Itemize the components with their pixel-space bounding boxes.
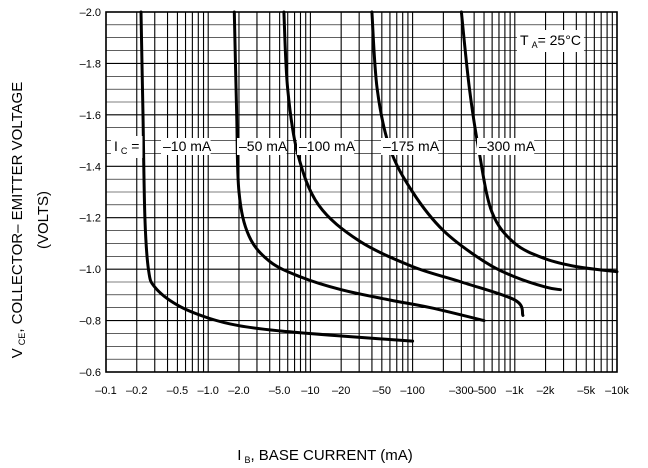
- series-curves: [139, 10, 619, 343]
- annotation-bg: [517, 30, 584, 52]
- series-label-bg: [477, 138, 535, 155]
- x-tick-label: –2k: [537, 385, 555, 397]
- y-tick-labels: –0.6 –0.8 –1.0 –1.2 –1.4 –1.6 –1.8 –2.0: [80, 7, 101, 379]
- annotations: –10 mA –50 mA –100 mA –175 mA –300 mA: [161, 138, 536, 155]
- x-tick-label: –20: [332, 385, 350, 397]
- x-tick-label: –0.2: [126, 385, 147, 397]
- series-label-5: –300 mA: [479, 138, 536, 154]
- y-tick-label: –2.0: [80, 7, 101, 19]
- x-axis-label: I B, BASE CURRENT (mA): [237, 447, 412, 465]
- series-line-2: [232, 10, 486, 323]
- x-tick-label: –500: [472, 385, 496, 397]
- y-axis-label-units: (VOLTS): [35, 191, 52, 249]
- series-label-1: –10 mA: [163, 138, 212, 154]
- y-tick-label: –1.6: [80, 110, 101, 122]
- x-tick-label: –100: [400, 385, 424, 397]
- series-label-bg: [297, 138, 355, 155]
- series-label-4: –175 mA: [383, 138, 440, 154]
- x-tick-label: –1k: [506, 385, 524, 397]
- plot-frame: [105, 11, 618, 373]
- series-label-bg: [161, 138, 211, 155]
- y-tick-label: –0.8: [80, 316, 101, 328]
- y-axis-label: VCE, COLLECTOR– EMITTER VOLTAGE: [9, 82, 27, 358]
- series-line-4: [370, 10, 562, 292]
- x-tick-labels: –0.1 –0.2 –0.5 –1.0 –2.0 –5.0 –10 –20 –50 –100 –30…: [95, 385, 629, 397]
- x-tick-label: –5k: [577, 385, 595, 397]
- y-tick-label: –1.2: [80, 213, 101, 225]
- series-label-3: –100 mA: [299, 138, 356, 154]
- y-tick-label: –0.6: [80, 367, 101, 379]
- series-label-2: –50 mA: [239, 138, 288, 154]
- x-tick-label: –5.0: [269, 385, 290, 397]
- grid: [105, 11, 618, 373]
- x-tick-label: –300: [449, 385, 473, 397]
- x-tick-label: –10: [301, 385, 319, 397]
- y-tick-label: –1.4: [80, 161, 101, 173]
- series-label-bg: [381, 138, 439, 155]
- x-tick-label: –0.1: [95, 385, 116, 397]
- x-tick-label: –10k: [605, 385, 629, 397]
- series-line-3: [282, 10, 525, 317]
- x-tick-label: –50: [373, 385, 391, 397]
- x-tick-label: –0.5: [167, 385, 188, 397]
- annotation-bg: [111, 136, 143, 158]
- y-tick-label: –1.0: [80, 264, 101, 276]
- y-tick-label: –1.8: [80, 58, 101, 70]
- temperature-condition: T A= 25°C: [520, 32, 581, 50]
- x-tick-label: –1.0: [197, 385, 218, 397]
- x-tick-label: –2.0: [228, 385, 249, 397]
- series-label-bg: [237, 138, 287, 155]
- series-line-5: [459, 10, 619, 274]
- series-line-1: [139, 10, 415, 343]
